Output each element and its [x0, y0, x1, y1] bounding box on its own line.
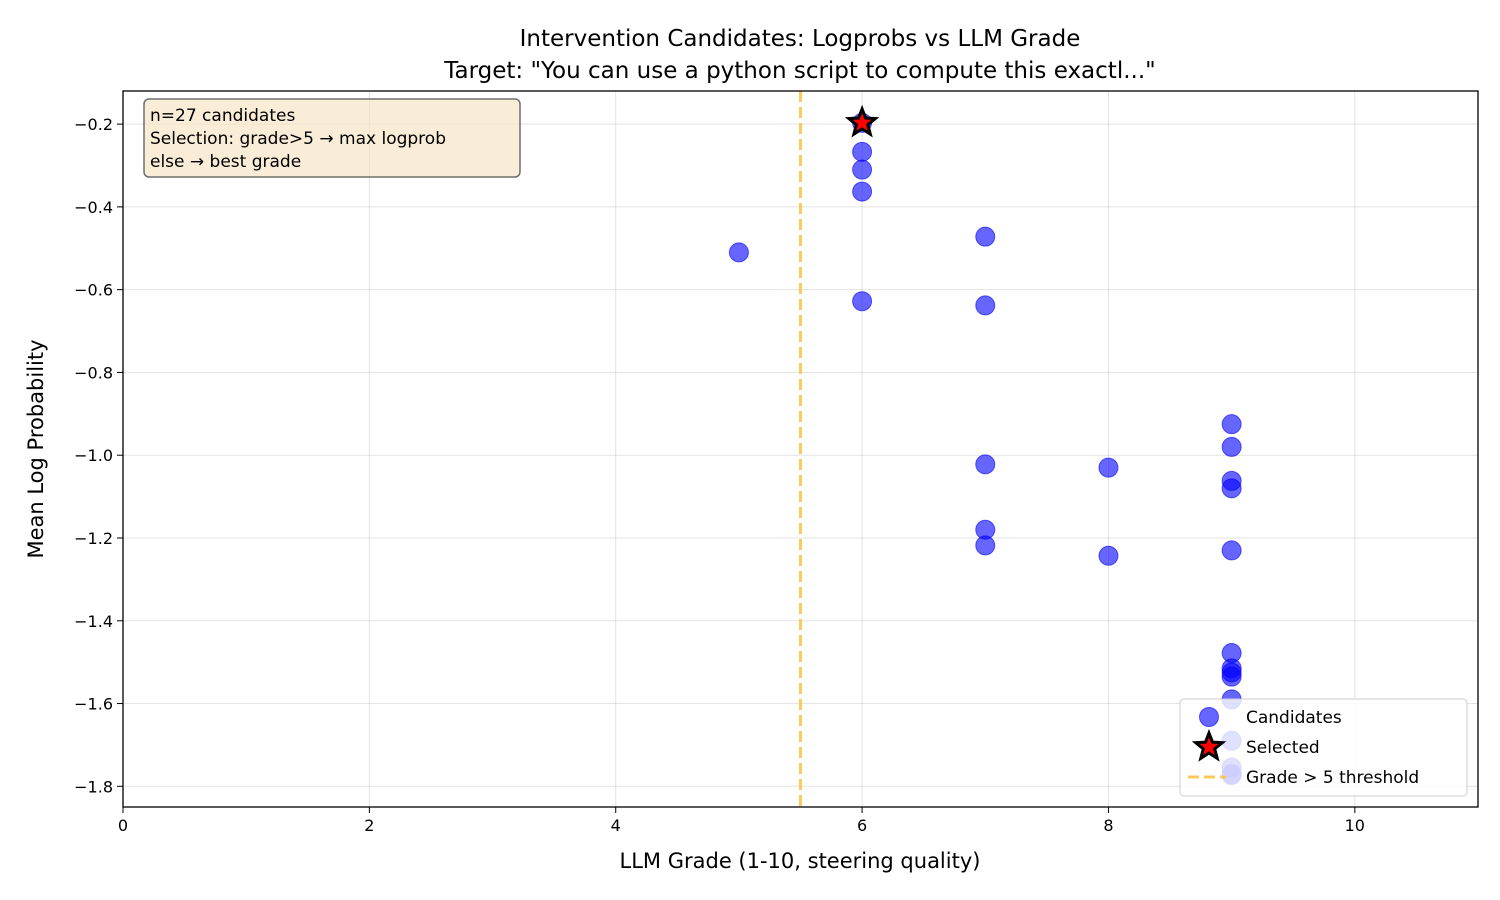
y-tick-label: −1.0 [74, 446, 113, 465]
chart-subtitle: Target: "You can use a python script to … [443, 58, 1155, 84]
candidate-point [1221, 540, 1242, 561]
legend-selected-star-icon [1191, 728, 1227, 762]
candidate-point [852, 159, 873, 180]
candidate-point [1221, 436, 1242, 457]
candidate-point [975, 226, 996, 247]
y-tick-label: −0.2 [74, 115, 113, 134]
x-axis-label: LLM Grade (1-10, steering quality) [620, 849, 981, 873]
candidate-point [1221, 666, 1242, 687]
candidate-point [1098, 457, 1119, 478]
y-tick-label: −1.4 [74, 612, 113, 631]
x-tick-label: 2 [364, 816, 374, 835]
annotation-box-background [143, 98, 521, 178]
y-tick-label: −0.4 [74, 198, 113, 217]
x-tick-label: 8 [1103, 816, 1113, 835]
chart-title: Intervention Candidates: Logprobs vs LLM… [520, 26, 1081, 52]
y-tick-label: −1.6 [74, 695, 113, 714]
candidate-point [1221, 478, 1242, 499]
candidate-point [852, 141, 873, 162]
candidate-point [852, 181, 873, 202]
x-tick-label: 0 [118, 816, 128, 835]
annotation-line-3: else → best grade [150, 152, 301, 172]
annotation-box: n=27 candidates Selection: grade>5 → max… [143, 98, 521, 178]
x-tick-label: 6 [857, 816, 867, 835]
legend-threshold-label: Grade > 5 threshold [1246, 768, 1419, 788]
candidate-point [852, 291, 873, 312]
legend-background [1179, 698, 1468, 797]
y-axis-label: Mean Log Probability [24, 339, 48, 558]
annotation-line-2: Selection: grade>5 → max logprob [150, 129, 446, 149]
candidate-point [1098, 545, 1119, 566]
y-tick-label: −0.6 [74, 281, 113, 300]
legend-candidates-marker [1199, 707, 1219, 727]
plot-frame [122, 90, 1479, 808]
candidate-point [975, 295, 996, 316]
y-tick-label: −1.8 [74, 777, 113, 796]
x-tick-label: 4 [611, 816, 621, 835]
candidate-point [975, 535, 996, 556]
legend: Candidates Selected Grade > 5 threshold [1179, 698, 1468, 797]
y-axis-ticks: −0.2 −0.4 −0.6 −0.8 −1.0 −1.2 −1.4 −1.6 −1.8 [74, 115, 123, 796]
annotation-line-1: n=27 candidates [150, 106, 295, 126]
candidate-point [728, 242, 749, 263]
x-tick-label: 10 [1345, 816, 1365, 835]
x-axis-ticks: 0 2 4 6 8 10 [118, 807, 1365, 835]
legend-selected-label: Selected [1246, 738, 1320, 758]
y-tick-label: −1.2 [74, 529, 113, 548]
y-tick-label: −0.8 [74, 363, 113, 382]
candidate-point [1221, 414, 1242, 435]
selected-points [844, 104, 880, 138]
legend-candidates-label: Candidates [1246, 708, 1342, 728]
candidate-point [975, 454, 996, 475]
selected-point [844, 104, 880, 138]
